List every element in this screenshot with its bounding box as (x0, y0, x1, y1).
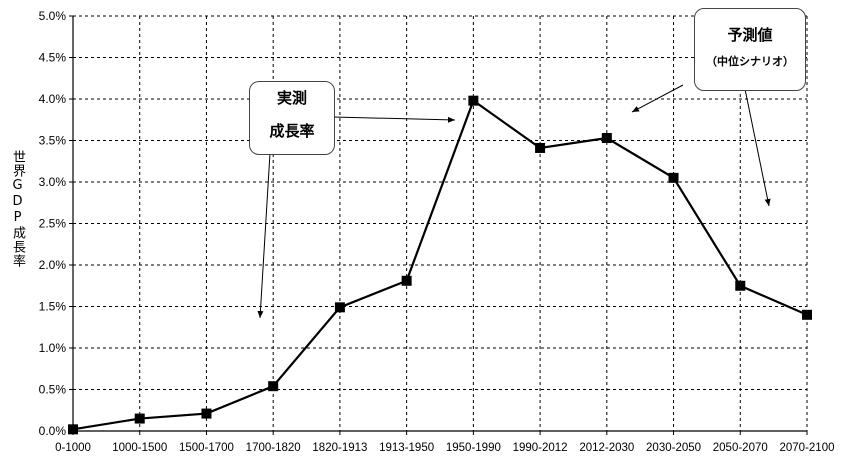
data-point (668, 172, 679, 183)
data-point (468, 95, 479, 106)
arrow-forecast-to-2050 (744, 88, 771, 207)
x-tick-label: 2030-2050 (646, 442, 701, 454)
data-point (134, 413, 145, 424)
y-tick-label: 2.5% (39, 217, 67, 231)
x-tick-label: 2070-2100 (780, 442, 835, 454)
y-tick-label: 1.0% (39, 341, 67, 355)
y-tick-label: 0.5% (39, 383, 67, 397)
x-tick-label: 1000-1500 (112, 442, 167, 454)
annotation-arrows (257, 84, 771, 319)
y-tick-labels: 0.0% 0.5% 1.0% 1.5% 2.0% 2.5% 3.0% 3.5% 4.0% 4.5%… (39, 9, 67, 438)
y-tick-label: 4.5% (39, 51, 67, 65)
x-tick-label: 1950-1990 (446, 442, 501, 454)
data-point (334, 302, 345, 313)
callout-forecast-line1: 予測値 (727, 26, 773, 44)
x-tick-label: 1700-1820 (246, 442, 301, 454)
y-tick-label: 3.5% (39, 134, 67, 148)
callout-forecast-line2: （中位シナリオ） (706, 55, 794, 68)
y-axis-label: 世界GDP成長率 (10, 150, 25, 268)
axes (69, 15, 808, 435)
y-tick-label: 3.0% (39, 175, 67, 189)
data-point (401, 275, 412, 286)
data-point (601, 133, 612, 144)
grid-lines (73, 15, 808, 431)
arrow-actual-to-1700 (257, 152, 271, 319)
arrow-actual-to-1950 (332, 116, 456, 123)
data-point (802, 309, 812, 320)
y-tick-label: 5.0% (39, 9, 67, 23)
callout-actual-line1: 実測 (276, 89, 307, 107)
data-point (535, 142, 546, 153)
callout-actual-growth: 実測 成長率 (249, 81, 335, 155)
series-line (72, 98, 808, 431)
x-tick-label: 1500-1700 (179, 442, 234, 454)
data-point (68, 424, 78, 435)
x-tick-label: 2012-2030 (579, 442, 634, 454)
x-tick-label: 1820-1913 (312, 442, 367, 454)
arrow-forecast-to-2012 (631, 84, 684, 113)
callout-actual-line2: 成長率 (269, 122, 315, 140)
data-point (735, 280, 746, 291)
y-tick-label: 2.0% (39, 258, 67, 272)
data-point (268, 381, 279, 392)
y-tick-label: 0.0% (39, 424, 67, 438)
data-point (201, 408, 212, 419)
series-polyline (72, 98, 808, 431)
data-markers (68, 95, 812, 435)
y-tick-label: 4.0% (39, 92, 67, 106)
x-tick-label: 1913-1950 (379, 442, 434, 454)
x-tick-label: 2050-2070 (713, 442, 768, 454)
x-tick-label: 1990-2012 (513, 442, 568, 454)
x-tick-labels: 0-1000 1000-1500 1500-1700 1700-1820 1820-19… (55, 442, 834, 454)
x-tick-label: 0-1000 (55, 442, 91, 454)
y-tick-label: 1.5% (39, 300, 67, 314)
callout-forecast: 予測値 （中位シナリオ） (694, 8, 806, 91)
